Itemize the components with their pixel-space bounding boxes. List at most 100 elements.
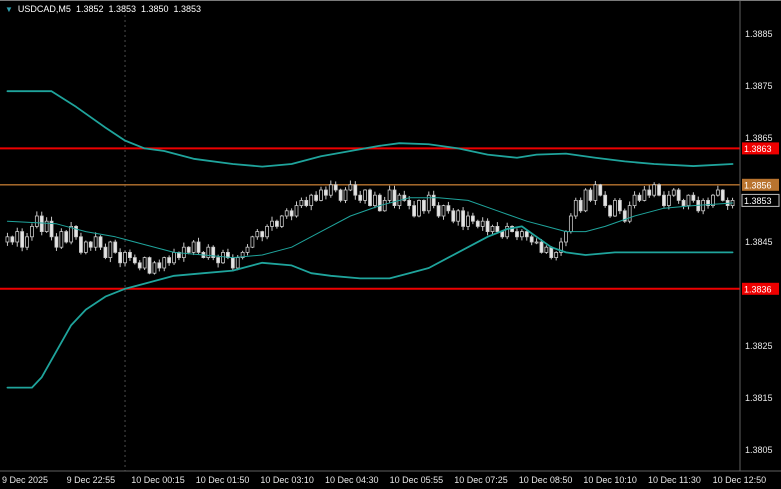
candle-body <box>637 194 642 201</box>
candle-body <box>20 231 25 248</box>
candle-body <box>216 257 221 264</box>
candle-body <box>666 194 671 206</box>
candle-body <box>372 194 377 206</box>
candle-body <box>74 225 78 238</box>
candle-body <box>245 246 250 253</box>
candle-body <box>108 241 113 258</box>
candle-body <box>59 231 64 248</box>
candle-body <box>289 210 294 217</box>
time-label: 10 Dec 10:10 <box>583 475 637 485</box>
candle-body <box>544 246 549 253</box>
candle-body <box>279 215 284 227</box>
candle-body <box>652 184 657 196</box>
candle-body <box>113 241 118 253</box>
price-tick-label: 1.3885 <box>745 29 773 39</box>
symbol-timeframe-label: USDCAD,M5 <box>17 4 71 14</box>
symbol-dropdown-icon: ▼ <box>5 5 13 14</box>
candle-body <box>10 236 15 243</box>
candle-body <box>343 189 348 201</box>
current-price-label-box <box>741 193 780 207</box>
price-tick-label: 1.3815 <box>745 393 773 403</box>
candle-body <box>613 199 617 217</box>
candle-body <box>64 231 69 243</box>
candle-body <box>157 262 162 269</box>
candle-body <box>490 225 495 232</box>
candle-body <box>676 189 681 201</box>
quote-close: 1.3853 <box>173 4 202 14</box>
candle-body <box>529 236 534 243</box>
candle-body <box>622 210 627 222</box>
quote-low: 1.3850 <box>141 4 169 14</box>
time-label: 10 Dec 00:15 <box>131 475 185 485</box>
candle-body <box>480 220 485 227</box>
candle-body <box>69 225 74 243</box>
candle-body <box>603 194 608 206</box>
bollinger-middle-band <box>6 197 734 259</box>
candle-body <box>250 236 255 248</box>
candle-body <box>270 220 274 227</box>
candle-body <box>333 184 338 191</box>
quote-high: 1.3853 <box>108 4 136 14</box>
candle-body <box>564 231 568 243</box>
price-tick-label: 1.3825 <box>745 341 773 351</box>
candle-body <box>461 210 465 227</box>
quote-open: 1.3852 <box>75 4 104 14</box>
time-label: 10 Dec 05:55 <box>390 475 444 485</box>
time-label: 10 Dec 04:30 <box>325 475 379 485</box>
candle-body <box>500 231 505 238</box>
price-tick-label: 1.3875 <box>745 81 773 91</box>
candle-body <box>421 199 426 212</box>
candle-body <box>83 241 88 253</box>
candle-body <box>260 231 265 238</box>
candle-body <box>549 246 554 258</box>
candle-body <box>642 189 647 201</box>
candle-body <box>691 194 696 201</box>
candle-body <box>466 215 470 227</box>
candle-body <box>495 225 500 232</box>
mid-level-line-label-box <box>742 178 779 191</box>
time-label: 10 Dec 01:50 <box>196 475 250 485</box>
candle-body <box>431 194 436 206</box>
resistance-line-label: 1.3863 <box>744 144 772 154</box>
candle-body <box>294 205 299 217</box>
candle-body <box>49 220 54 238</box>
candle-body <box>137 262 142 269</box>
candle-body <box>720 189 725 201</box>
candle-body <box>662 194 666 206</box>
candle-body <box>191 241 196 253</box>
candle-body <box>387 189 392 201</box>
time-label: 10 Dec 11:30 <box>648 475 701 485</box>
candle-body <box>627 205 632 222</box>
candle-body <box>368 189 372 206</box>
candle-body <box>382 199 387 212</box>
candle-body <box>588 189 593 201</box>
candle-body <box>142 257 147 269</box>
candle-body <box>5 236 10 243</box>
candle-body <box>363 189 368 201</box>
candle-body <box>715 189 720 196</box>
candle-body <box>524 231 529 238</box>
price-tick-label: 1.3805 <box>745 445 773 455</box>
candle-body <box>583 189 588 212</box>
candle-body <box>573 199 578 217</box>
candle-body <box>711 194 715 206</box>
candle-body <box>265 225 270 238</box>
mid-level-line-label: 1.3856 <box>744 180 772 190</box>
candle-body <box>30 225 34 238</box>
candle-body <box>118 251 123 264</box>
candle-body <box>275 220 279 227</box>
price-tick-label: 1.3865 <box>745 133 773 143</box>
bollinger-lower-band <box>6 225 734 389</box>
candle-body <box>167 257 172 264</box>
candle-body <box>426 194 431 212</box>
candle-body <box>632 194 637 206</box>
candle-body <box>407 199 412 206</box>
time-label: 9 Dec 22:55 <box>67 475 116 485</box>
candle-body <box>593 184 598 201</box>
candle-body <box>647 189 652 196</box>
candle-body <box>412 205 416 217</box>
candle-body <box>441 205 446 217</box>
candle-body <box>402 194 407 201</box>
candle-body <box>25 236 29 248</box>
